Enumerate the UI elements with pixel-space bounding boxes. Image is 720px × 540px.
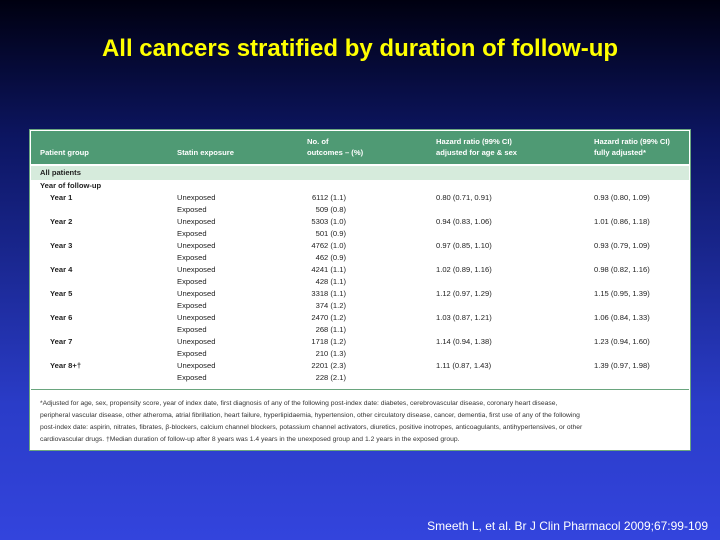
column-header: adjusted for age & sex [436,148,518,157]
cell: 4762 (1.0) [311,241,346,250]
cell: Exposed [177,277,207,286]
footnote-line: *Adjusted for age, sex, propensity score… [40,400,558,407]
cell: 0.97 (0.85, 1.10) [436,241,492,250]
column-header: fully adjusted* [594,148,646,157]
table: Patient group Statin exposure No. of outcom… [29,129,691,451]
slide-title: All cancers stratified by duration of fo… [101,35,619,62]
column-header: Statin exposure [177,148,234,157]
column-header: No. of [307,137,329,146]
footnote-line: post-index date: aspirin, nitrates, fibr… [40,424,583,431]
cell: 509 (0.8) [315,205,346,214]
cell: Unexposed [177,289,216,298]
cell: 3318 (1.1) [311,289,346,298]
cell: 1.06 (0.84, 1.33) [594,313,650,322]
cell: 0.98 (0.82, 1.16) [594,265,650,274]
cell: Unexposed [177,313,216,322]
cell: 4241 (1.1) [311,265,346,274]
subsection-label: Year of follow-up [40,181,102,190]
cell: Exposed [177,205,207,214]
group-label: Year 1 [50,193,73,202]
cell: 1.11 (0.87, 1.43) [436,361,492,370]
cell: 210 (1.3) [315,349,346,358]
cell: Exposed [177,349,207,358]
footnote-rule [31,389,689,390]
cell: 5303 (1.0) [311,217,346,226]
cell: 462 (0.9) [315,253,346,262]
group-label: Year 6 [50,313,73,322]
cell: 2470 (1.2) [311,313,346,322]
column-header: Patient group [40,148,89,157]
cell: 428 (1.1) [315,277,346,286]
cell: 2201 (2.3) [311,361,346,370]
cell: Exposed [177,253,207,262]
cell: 0.93 (0.80, 1.09) [594,193,650,202]
column-header: Hazard ratio (99% CI) [436,137,512,146]
header-band [31,131,689,164]
citation: Smeeth L, et al. Br J Clin Pharmacol 200… [427,519,708,533]
cell: 1.03 (0.87, 1.21) [436,313,492,322]
section-band [31,166,689,180]
cell: Unexposed [177,193,216,202]
cell: Exposed [177,325,207,334]
cell: Unexposed [177,361,216,370]
cell: 0.94 (0.83, 1.06) [436,217,492,226]
cell: 268 (1.1) [315,325,346,334]
footnote-line: cardiovascular drugs. †Median duration o… [40,436,460,443]
cell: 501 (0.9) [315,229,346,238]
cell: 374 (1.2) [315,301,346,310]
cell: 228 (2.1) [315,373,346,382]
section-label: All patients [40,168,81,177]
cell: 6112 (1.1) [311,193,346,202]
group-label: Year 5 [50,289,73,298]
group-label: Year 2 [50,217,73,226]
cell: 1.01 (0.86, 1.18) [594,217,650,226]
cell: Exposed [177,301,207,310]
cell: 0.93 (0.79, 1.09) [594,241,650,250]
cell: 0.80 (0.71, 0.91) [436,193,492,202]
group-label: Year 8+† [50,361,82,370]
cell: 1718 (1.2) [311,337,346,346]
cell: Unexposed [177,217,216,226]
cell: Exposed [177,229,207,238]
cell: Unexposed [177,265,216,274]
cell: 1.15 (0.95, 1.39) [594,289,650,298]
cell: Unexposed [177,337,216,346]
cell: 1.14 (0.94, 1.38) [436,337,492,346]
cell: 1.23 (0.94, 1.60) [594,337,650,346]
cell: 1.39 (0.97, 1.98) [594,361,650,370]
column-header: outcomes – (%) [307,148,364,157]
footnote-line: peripheral vascular disease, other ather… [40,412,580,419]
column-header: Hazard ratio (99% CI) [594,137,670,146]
group-label: Year 7 [50,337,73,346]
group-label: Year 4 [50,265,73,274]
cell: Unexposed [177,241,216,250]
cell: Exposed [177,373,207,382]
cell: 1.12 (0.97, 1.29) [436,289,492,298]
group-label: Year 3 [50,241,73,250]
cell: 1.02 (0.89, 1.16) [436,265,492,274]
